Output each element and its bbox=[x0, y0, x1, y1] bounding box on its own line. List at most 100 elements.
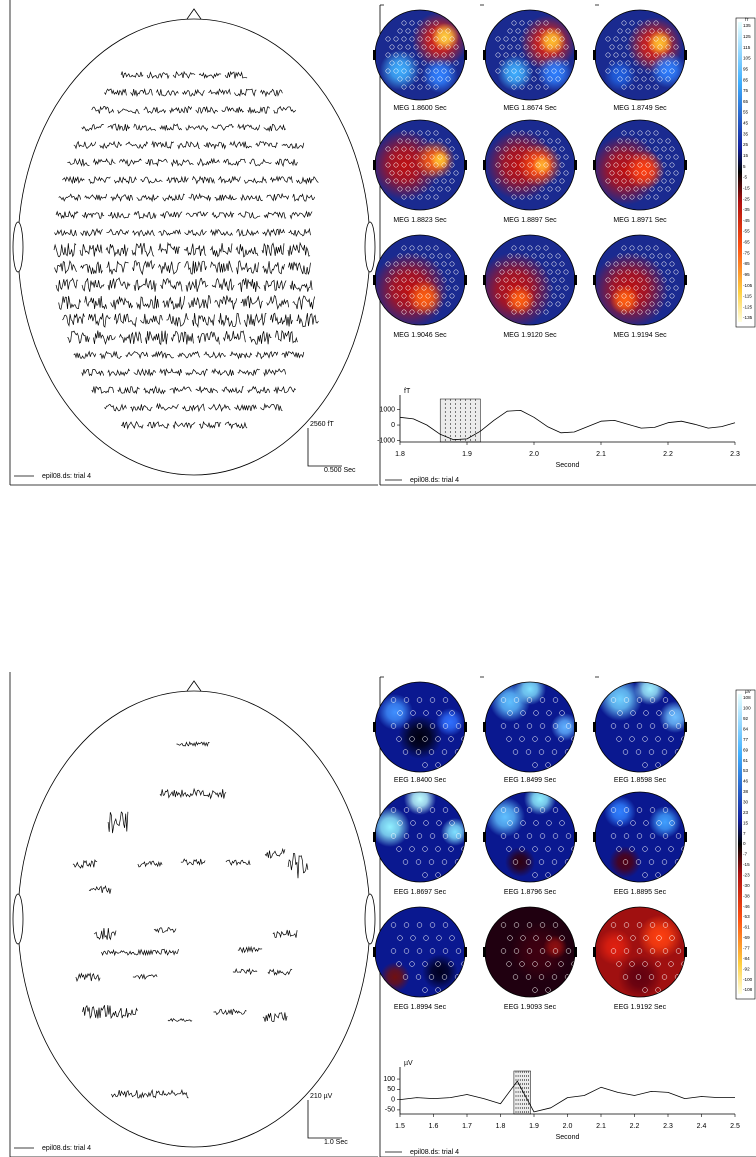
waveform bbox=[262, 228, 285, 238]
colorbar-label: -53 bbox=[743, 914, 750, 919]
x-axis-label: Second bbox=[556, 1134, 580, 1141]
x-tick-label: 2.0 bbox=[563, 1123, 573, 1130]
sensor bbox=[499, 285, 505, 291]
sensor bbox=[429, 301, 435, 307]
sensor bbox=[437, 301, 443, 307]
sensor bbox=[519, 36, 525, 42]
topo-map bbox=[485, 792, 575, 882]
sensor bbox=[455, 723, 462, 729]
sensor bbox=[621, 261, 627, 267]
sensor bbox=[495, 36, 501, 42]
sensor bbox=[636, 807, 643, 813]
sensor bbox=[545, 762, 551, 768]
sensor bbox=[416, 697, 423, 703]
sensor bbox=[409, 36, 415, 42]
colorbar-label: -108 bbox=[743, 987, 753, 992]
sensor bbox=[665, 60, 671, 66]
sensor bbox=[547, 301, 553, 307]
waveform bbox=[296, 313, 319, 328]
sensor bbox=[649, 807, 656, 813]
sensor bbox=[401, 36, 407, 42]
map-caption: EEG 1.8598 Sec bbox=[614, 777, 667, 784]
topo-map bbox=[485, 120, 575, 210]
waveform bbox=[236, 260, 259, 275]
sensor bbox=[539, 154, 545, 160]
sensor bbox=[665, 28, 671, 34]
sensor bbox=[605, 52, 611, 58]
x-tick-label: 1.9 bbox=[529, 1123, 539, 1130]
sensor bbox=[636, 697, 643, 703]
sensor bbox=[539, 807, 546, 813]
sensor bbox=[401, 162, 407, 168]
sensor bbox=[653, 146, 659, 152]
waveform bbox=[166, 313, 189, 327]
waveform bbox=[208, 88, 231, 96]
sensor bbox=[643, 710, 649, 716]
sensor bbox=[617, 285, 623, 291]
sensor bbox=[413, 138, 419, 144]
sensor bbox=[393, 293, 399, 299]
sensor bbox=[617, 710, 623, 716]
waveform bbox=[131, 242, 155, 258]
sensor bbox=[641, 60, 647, 66]
sensor bbox=[503, 261, 509, 267]
sensor bbox=[641, 301, 647, 307]
waveform bbox=[232, 967, 258, 976]
sensor bbox=[645, 146, 651, 152]
sensor bbox=[397, 60, 403, 66]
sensor bbox=[417, 245, 423, 251]
sensor bbox=[662, 723, 669, 729]
sensor bbox=[661, 261, 667, 267]
map-caption: MEG 1.8971 Sec bbox=[613, 217, 667, 224]
waveform bbox=[224, 70, 248, 79]
sensor bbox=[555, 28, 561, 34]
sensor bbox=[539, 723, 546, 729]
sensor bbox=[669, 710, 675, 716]
sensor bbox=[511, 20, 517, 26]
sensor bbox=[433, 36, 439, 42]
sensor bbox=[519, 130, 525, 136]
sensor bbox=[523, 28, 529, 34]
sensor bbox=[538, 859, 545, 865]
sensor bbox=[503, 162, 509, 168]
topo-map bbox=[595, 682, 685, 772]
sensor bbox=[519, 961, 525, 967]
sensor bbox=[649, 697, 656, 703]
sensor bbox=[539, 833, 546, 839]
sensor bbox=[513, 807, 520, 813]
sensor bbox=[503, 68, 509, 74]
sensor bbox=[559, 52, 565, 58]
sensor bbox=[441, 178, 447, 184]
sensor bbox=[413, 285, 419, 291]
sensor bbox=[633, 60, 639, 66]
colorbar-label: -125 bbox=[743, 304, 753, 309]
colorbar-label: 92 bbox=[743, 716, 749, 721]
sensor bbox=[547, 138, 553, 144]
sensor bbox=[403, 807, 410, 813]
sensor bbox=[499, 269, 505, 275]
sensor bbox=[499, 60, 505, 66]
sensor bbox=[425, 130, 431, 136]
colorbar-label: 108 bbox=[743, 695, 751, 700]
sensor bbox=[563, 60, 569, 66]
sensor bbox=[617, 820, 623, 826]
map-caption: MEG 1.9194 Sec bbox=[613, 332, 667, 339]
sensor bbox=[421, 301, 427, 307]
waveform bbox=[88, 176, 111, 184]
sensor bbox=[642, 961, 648, 967]
sensor bbox=[507, 301, 513, 307]
waveform bbox=[55, 277, 79, 292]
sensor bbox=[433, 52, 439, 58]
waveform bbox=[151, 140, 175, 149]
sensor bbox=[525, 859, 532, 865]
sensor bbox=[416, 807, 423, 813]
waveform bbox=[184, 260, 207, 275]
map-caption: EEG 1.9093 Sec bbox=[504, 1004, 557, 1011]
sensor bbox=[543, 245, 549, 251]
sensor bbox=[417, 309, 423, 315]
waveform bbox=[195, 386, 219, 394]
sensor bbox=[621, 20, 627, 26]
waveform bbox=[211, 210, 235, 219]
legend-text: epil08.ds: trial 4 bbox=[42, 1145, 91, 1152]
sensor bbox=[669, 36, 675, 42]
